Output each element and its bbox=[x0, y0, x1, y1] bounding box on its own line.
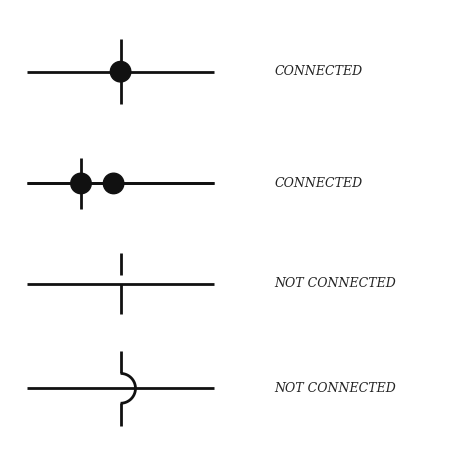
Text: CONNECTED: CONNECTED bbox=[274, 65, 363, 78]
Text: NOT CONNECTED: NOT CONNECTED bbox=[274, 382, 396, 395]
Text: NOT CONNECTED: NOT CONNECTED bbox=[274, 277, 396, 290]
Text: CONNECTED: CONNECTED bbox=[274, 177, 363, 190]
Circle shape bbox=[103, 173, 124, 194]
Circle shape bbox=[71, 173, 91, 194]
Circle shape bbox=[110, 62, 131, 82]
